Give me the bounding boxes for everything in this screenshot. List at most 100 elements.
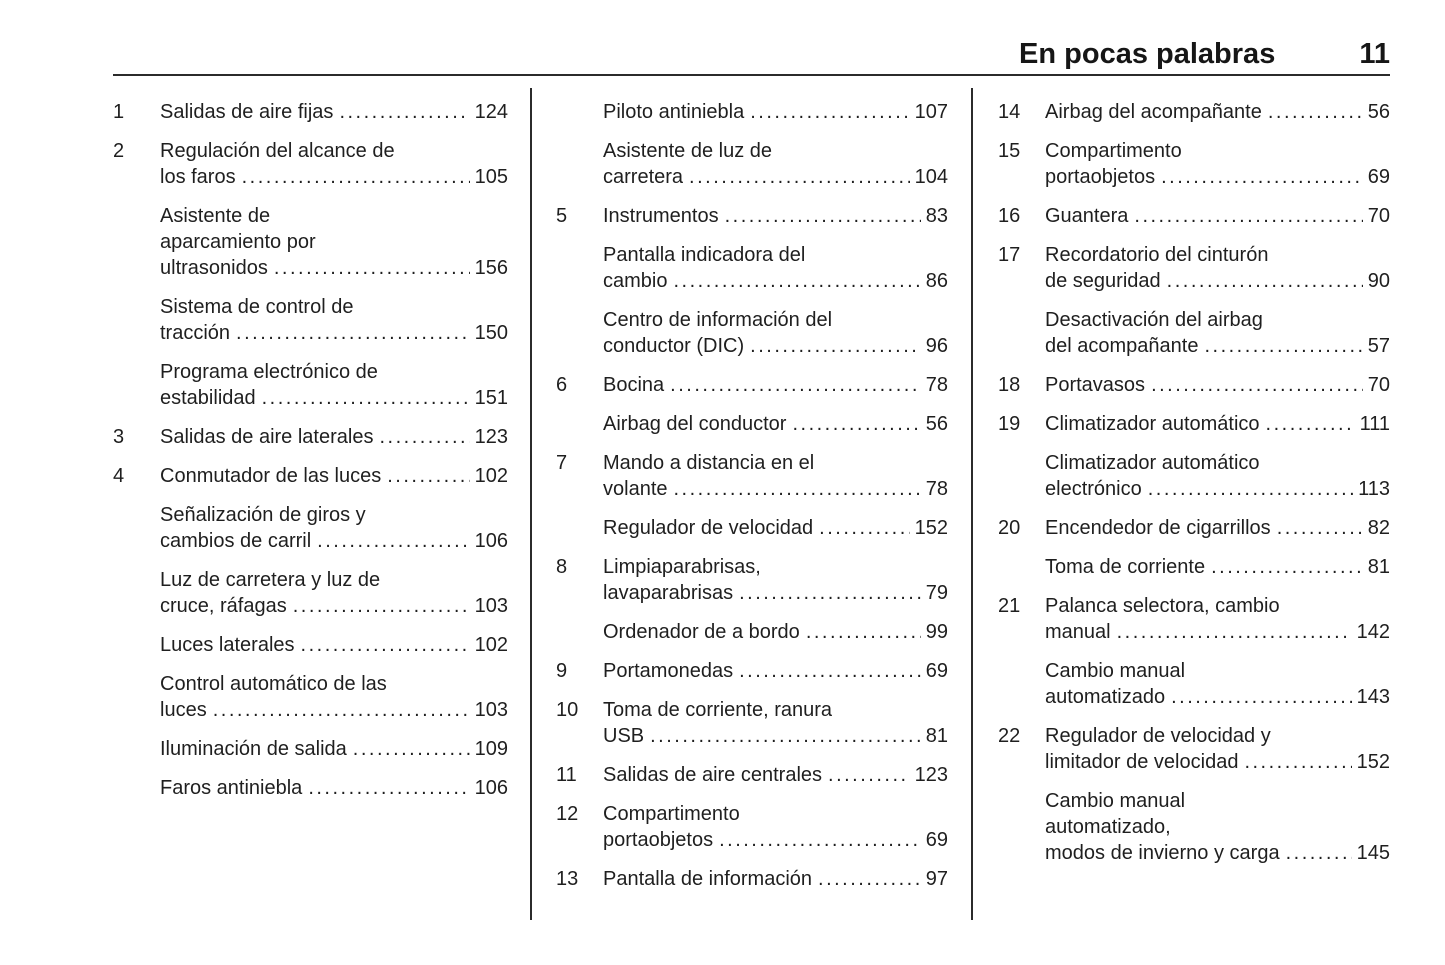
toc-entry: 14 Airbag del acompañante 56 (998, 99, 1390, 125)
entry-number (556, 307, 603, 359)
entry-text: Bocina 78 (603, 372, 948, 398)
toc-entry: 2 Regulación del alcance de los faros 105 (113, 138, 508, 190)
entry-text: Programa electrónico de estabilidad 151 (160, 359, 508, 411)
entry-label-line: carretera (603, 166, 684, 188)
entry-leader-line: manual 142 (1045, 619, 1390, 645)
entry-page-number: 151 (474, 387, 508, 409)
toc-column-2: Piloto antiniebla107Asistente de luz dec… (556, 99, 948, 905)
entry-label-line: Iluminación de salida (160, 738, 347, 760)
entry-number: 4 (113, 465, 125, 487)
entry-page-number: 104 (914, 166, 948, 188)
entry-text: Señalización de giros y cambios de carril… (160, 502, 508, 554)
toc-entry: 20 Encendedor de cigarrillos 82 (998, 515, 1390, 541)
dot-leader (387, 463, 469, 489)
dot-leader (819, 515, 909, 541)
entry-page-number: 56 (925, 413, 948, 435)
dot-leader (1134, 203, 1362, 229)
entry-leader-line: automatizado 143 (1045, 684, 1390, 710)
entry-text: Faros antiniebla 106 (160, 775, 508, 801)
entry-number (113, 736, 160, 762)
dot-leader (1204, 333, 1362, 359)
entry-number: 10 (556, 699, 579, 721)
dot-leader (673, 268, 920, 294)
toc-entry: Luces laterales 102 (113, 632, 508, 658)
entry-text: Mando a distancia en el volante 78 (603, 450, 948, 502)
entry-label-line: volante (603, 478, 668, 500)
dot-leader (1286, 840, 1352, 866)
entry-text: Piloto antiniebla 107 (603, 99, 948, 125)
entry-text: Luces laterales 102 (160, 632, 508, 658)
entry-leader-line: volante 78 (603, 476, 948, 502)
entry-label-line: Encendedor de cigarrillos (1045, 517, 1271, 539)
entry-text: Guantera 70 (1045, 203, 1390, 229)
dot-leader (818, 866, 921, 892)
entry-label-line: manual (1045, 621, 1111, 643)
entry-number: 3 (113, 426, 125, 448)
entry-label-line: de seguridad (1045, 270, 1161, 292)
entry-label-line: Salidas de aire centrales (603, 764, 823, 786)
toc-entry: 21 Palanca selectora, cambio manual 142 (998, 593, 1390, 645)
toc-entry: Centro de información del conductor (DIC)… (556, 307, 948, 359)
toc-entry: 9 Portamonedas 69 (556, 658, 948, 684)
entry-label-line: cambios de carril (160, 530, 312, 552)
entry-text: Compartimento portaobjetos 69 (1045, 138, 1390, 190)
entry-page-number: 79 (925, 582, 948, 604)
entry-text: Regulación del alcance de los faros 105 (160, 138, 508, 190)
entry-number (113, 502, 160, 554)
entry-label-line: Piloto antiniebla (603, 101, 745, 123)
entry-label-line: Luces laterales (160, 634, 295, 656)
entry-label-line: Asistente de luz de (603, 140, 772, 162)
entry-label-line: Faros antiniebla (160, 777, 303, 799)
entry-number (556, 99, 603, 125)
entry-leader-line: electrónico 113 (1045, 476, 1390, 502)
dot-leader (1211, 554, 1363, 580)
toc-column-1: 1 Salidas de aire fijas 124 2 Regulación del… (113, 99, 508, 814)
entry-page-number: 152 (1356, 751, 1390, 773)
entry-page-number: 106 (474, 530, 508, 552)
entry-number (998, 554, 1045, 580)
dot-leader (1148, 476, 1353, 502)
toc-entry: 4 Conmutador de las luces 102 (113, 463, 508, 489)
dot-leader (689, 164, 910, 190)
entry-text: Toma de corriente, ranura USB 81 (603, 697, 948, 749)
entry-leader-line: Luces laterales 102 (160, 632, 508, 658)
entry-number: 21 (998, 595, 1021, 617)
entry-label-line: Compartimento (603, 803, 740, 825)
entry-leader-line: Encendedor de cigarrillos 82 (1045, 515, 1390, 541)
entry-leader-line: estabilidad 151 (160, 385, 508, 411)
dot-leader (650, 723, 921, 749)
column-divider-1 (530, 88, 532, 920)
entry-text: Regulador de velocidad 152 (603, 515, 948, 541)
entry-leader-line: los faros 105 (160, 164, 508, 190)
entry-label-line: del acompañante (1045, 335, 1199, 357)
entry-label-line: Programa electrónico de (160, 361, 378, 383)
entry-page-number: 57 (1367, 335, 1390, 357)
entry-label-line: limitador de velocidad (1045, 751, 1239, 773)
entry-leader-line: Conmutador de las luces 102 (160, 463, 508, 489)
entry-label-line: Regulador de velocidad y (1045, 725, 1271, 747)
toc-entry: 16 Guantera 70 (998, 203, 1390, 229)
entry-leader-line: portaobjetos 69 (1045, 164, 1390, 190)
toc-entry: Luz de carretera y luz de cruce, ráfagas 1… (113, 567, 508, 619)
entry-page-number: 78 (925, 374, 948, 396)
entry-page-number: 102 (474, 465, 508, 487)
toc-entry: Toma de corriente 81 (998, 554, 1390, 580)
entry-number (113, 567, 160, 619)
toc-entry: 7 Mando a distancia en el volante 78 (556, 450, 948, 502)
entry-page-number: 107 (914, 101, 948, 123)
entry-text: Pantalla de información 97 (603, 866, 948, 892)
entry-label-line: ultrasonidos (160, 257, 268, 279)
entry-text: Regulador de velocidad y limitador de vel… (1045, 723, 1390, 775)
entry-label-line: Airbag del acompañante (1045, 101, 1262, 123)
entry-label-line: cambio (603, 270, 668, 292)
entry-leader-line: carretera 104 (603, 164, 948, 190)
entry-page-number: 111 (1359, 413, 1390, 435)
entry-label-line: Airbag del conductor (603, 413, 787, 435)
entry-label-line: Señalización de giros y (160, 504, 366, 526)
entry-label-line: aparcamiento por (160, 231, 316, 253)
entry-label-line: Bocina (603, 374, 665, 396)
dot-leader (1117, 619, 1352, 645)
entry-leader-line: tracción 150 (160, 320, 508, 346)
dot-leader (1244, 749, 1351, 775)
